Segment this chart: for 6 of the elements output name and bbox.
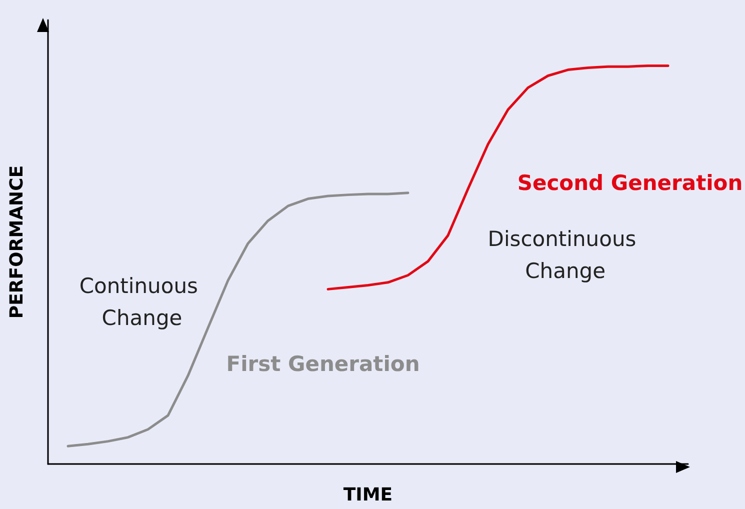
y-axis-title: PERFORMANCE <box>6 165 28 319</box>
x-axis-title: TIME <box>343 484 393 506</box>
series-label: First Generation <box>226 352 420 376</box>
annotation: Discontinuous Change <box>488 227 636 283</box>
series-label: Second Generation <box>517 171 743 195</box>
annotation: Continuous Change <box>79 274 205 330</box>
